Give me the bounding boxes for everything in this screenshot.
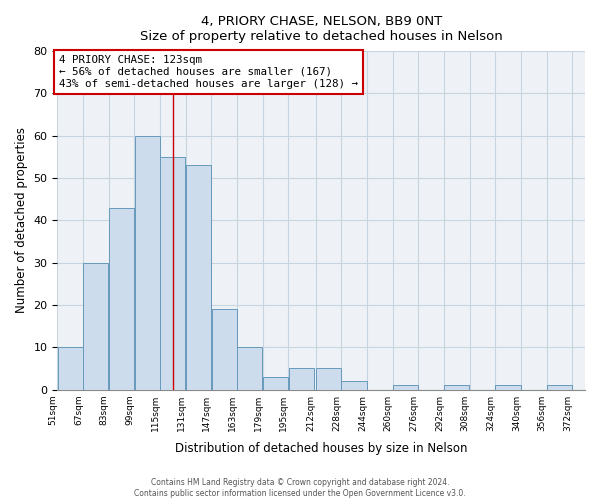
Text: 4 PRIORY CHASE: 123sqm
← 56% of detached houses are smaller (167)
43% of semi-de: 4 PRIORY CHASE: 123sqm ← 56% of detached… (59, 56, 358, 88)
Bar (109, 208, 134, 390)
Bar (212, 309, 237, 390)
Text: Contains HM Land Registry data © Crown copyright and database right 2024.
Contai: Contains HM Land Registry data © Crown c… (134, 478, 466, 498)
Bar (83, 262, 109, 390)
Bar (444, 386, 469, 390)
Bar (134, 136, 160, 390)
Bar (341, 381, 367, 390)
Bar (496, 386, 521, 390)
Title: 4, PRIORY CHASE, NELSON, BB9 0NT
Size of property relative to detached houses in: 4, PRIORY CHASE, NELSON, BB9 0NT Size of… (140, 15, 503, 43)
Bar (547, 386, 572, 390)
X-axis label: Distribution of detached houses by size in Nelson: Distribution of detached houses by size … (175, 442, 467, 455)
Bar (393, 386, 418, 390)
Bar (186, 166, 211, 390)
Bar (237, 348, 262, 390)
Bar (263, 377, 288, 390)
Bar (289, 368, 314, 390)
Bar (160, 157, 185, 390)
Bar (316, 368, 341, 390)
Bar (58, 348, 83, 390)
Y-axis label: Number of detached properties: Number of detached properties (15, 128, 28, 314)
